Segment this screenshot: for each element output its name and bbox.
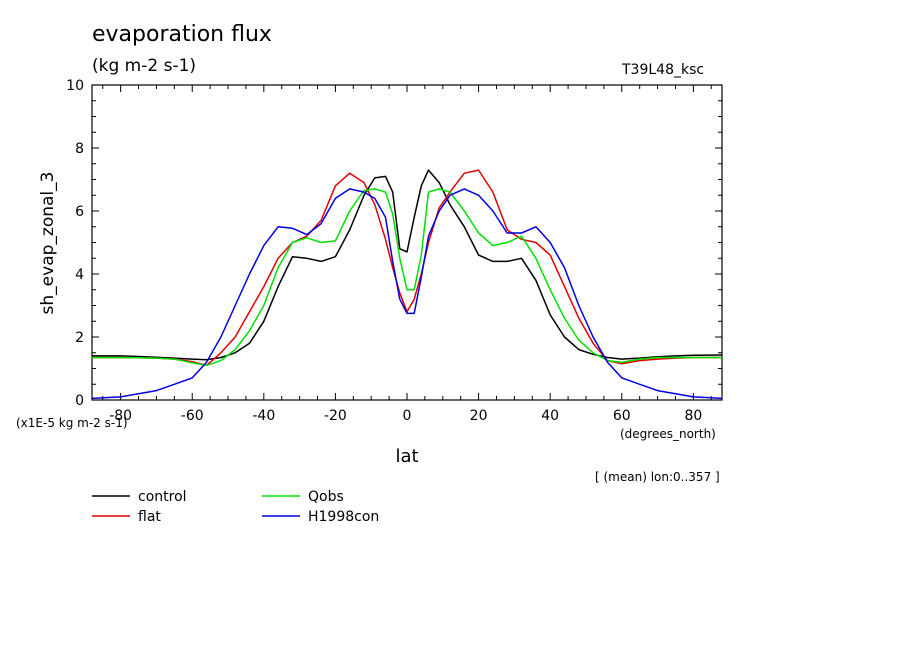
x-axis-units: (degrees_north) [620,427,716,441]
y-tick-label: 2 [75,330,84,346]
legend-label-flat: flat [138,509,161,525]
x-tick-label: -40 [252,408,275,424]
series-line-flat [92,169,722,367]
x-tick-label: 40 [541,408,559,424]
chart-subtitle: (kg m-2 s-1) [92,56,197,76]
x-tick-label: 0 [403,408,412,424]
y-tick-label: 0 [75,393,84,409]
series-line-Qobs [92,188,722,367]
chart-title: evaporation flux [92,22,272,47]
y-tick-label: 8 [75,141,84,157]
legend-label-Qobs: Qobs [308,489,344,505]
x-tick-label: 60 [613,408,631,424]
x-axis-label: lat [395,446,419,467]
x-tick-label: 20 [470,408,488,424]
x-tick-label: 80 [684,408,702,424]
x-tick-label: -80 [109,408,132,424]
run-label: T39L48_ksc [622,62,705,78]
x-tick-label: -20 [324,408,347,424]
y-tick-label: 6 [75,204,84,220]
y-tick-label: 10 [66,78,84,94]
legend-label-control: control [138,489,187,505]
legend-label-H1998con: H1998con [308,509,379,525]
series-line-H1998con [91,188,723,400]
series-line-control [92,169,723,361]
plot-frame [91,84,723,401]
averaging-note: [ (mean) lon:0..357 ] [595,470,720,484]
y-tick-label: 4 [75,267,84,283]
x-tick-label: -60 [181,408,204,424]
y-axis-units: (x1E-5 kg m-2 s-1) [16,416,128,430]
